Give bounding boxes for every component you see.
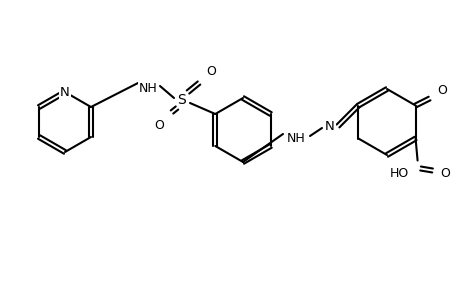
Text: N: N: [325, 119, 334, 133]
Text: N: N: [60, 85, 70, 98]
Text: O: O: [440, 167, 449, 180]
Text: S: S: [177, 93, 186, 107]
Text: NH: NH: [286, 131, 305, 145]
Text: O: O: [206, 64, 215, 77]
Text: NH: NH: [138, 82, 157, 94]
Text: O: O: [437, 84, 447, 97]
Text: HO: HO: [389, 167, 409, 180]
Text: O: O: [154, 118, 163, 131]
